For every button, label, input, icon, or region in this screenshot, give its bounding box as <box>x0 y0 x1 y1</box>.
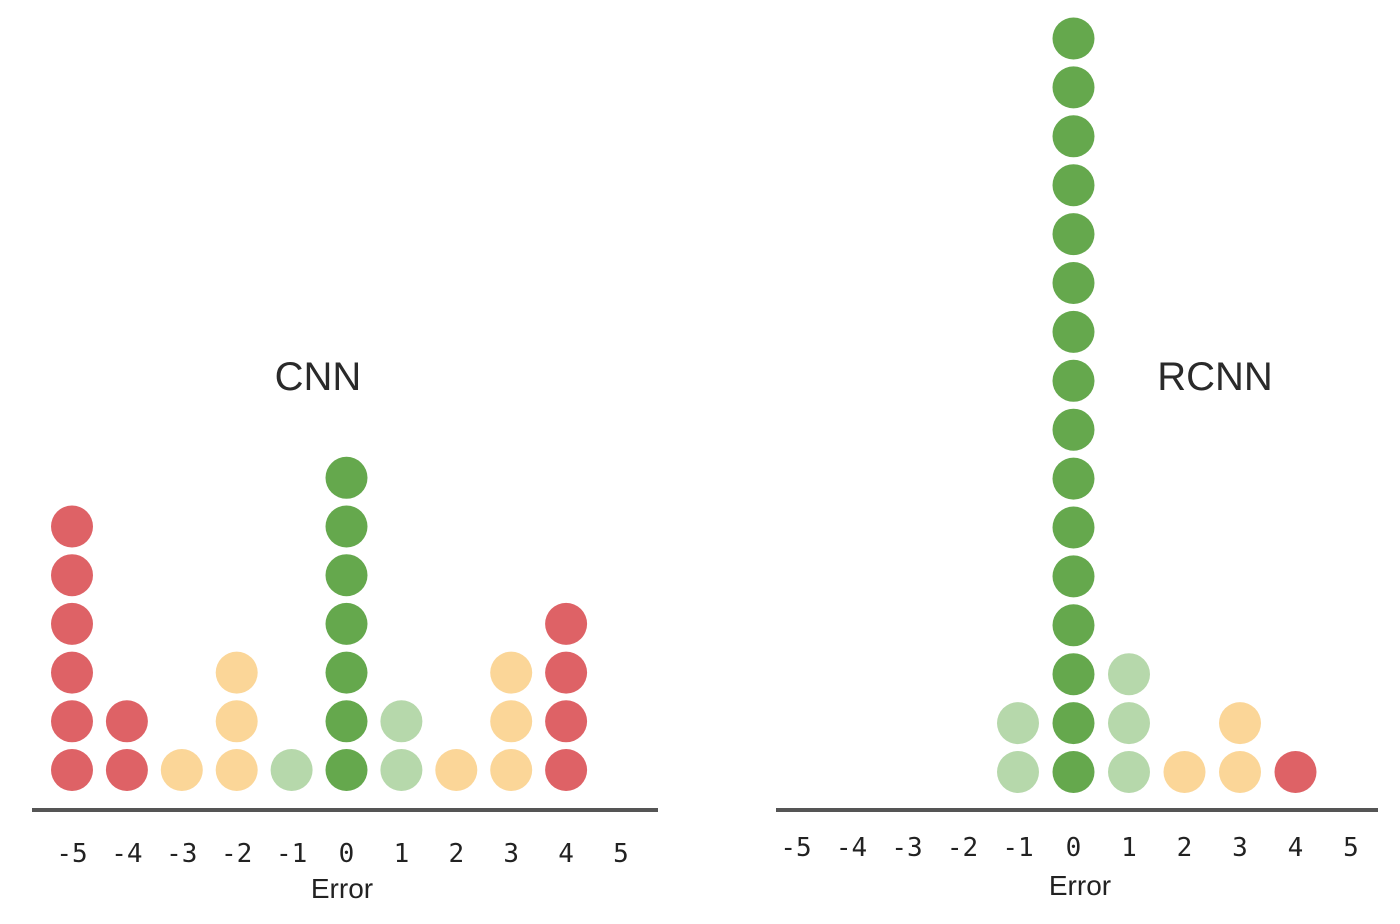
rcnn-dot-x3-1 <box>1219 751 1261 793</box>
rcnn-dot-x0-2 <box>1052 702 1095 745</box>
rcnn-title: RCNN <box>1157 355 1273 399</box>
cnn-title: CNN <box>275 355 362 399</box>
rcnn-x-tick-label: 1 <box>1121 833 1137 863</box>
cnn-x-tick-label: 0 <box>339 839 355 869</box>
cnn-dot-xm4-1 <box>105 749 148 791</box>
cnn-dot-x1-1 <box>380 749 423 791</box>
cnn-dot-xm5-6 <box>51 505 93 548</box>
rcnn-x-tick-label: 4 <box>1288 833 1304 863</box>
rcnn-x-tick-label: -4 <box>836 833 867 863</box>
rcnn-dots <box>997 17 1317 793</box>
cnn-dot-xm5-2 <box>51 700 93 743</box>
cnn-dot-x1-2 <box>380 700 423 743</box>
rcnn-dot-x2-1 <box>1163 751 1206 793</box>
rcnn-x-axis-label: Error <box>1049 870 1111 901</box>
cnn-dot-xm5-3 <box>51 651 93 694</box>
cnn-dot-x4-1 <box>545 749 588 791</box>
rcnn-dot-x0-16 <box>1052 17 1095 60</box>
cnn-dot-x3-2 <box>490 700 533 743</box>
rcnn-dot-x0-6 <box>1052 506 1095 549</box>
cnn-x-tick-label: -1 <box>276 839 307 869</box>
rcnn-dot-x1-1 <box>1108 751 1150 793</box>
rcnn-dot-x0-10 <box>1052 310 1095 353</box>
cnn-x-axis-label: Error <box>311 873 373 904</box>
rcnn-dot-x0-9 <box>1052 359 1095 402</box>
cnn-dot-xm2-2 <box>215 700 258 743</box>
rcnn-dot-x1-3 <box>1108 653 1150 696</box>
rcnn-dot-xm1-1 <box>997 751 1039 793</box>
rcnn-x-tick-labels: -5 -4 -3 -2 -1 0 1 2 3 4 5 <box>780 833 1358 863</box>
cnn-x-tick-label: -5 <box>56 839 87 869</box>
cnn-x-tick-label: -2 <box>221 839 252 869</box>
cnn-dot-x0-6 <box>325 505 368 548</box>
cnn-dot-x0-5 <box>325 554 368 597</box>
rcnn-dot-x0-12 <box>1052 213 1095 256</box>
cnn-dots <box>51 456 588 791</box>
rcnn-dot-x3-2 <box>1219 702 1261 745</box>
rcnn-dot-x0-7 <box>1052 457 1095 500</box>
rcnn-x-tick-label: -1 <box>1002 833 1033 863</box>
rcnn-dot-x0-13 <box>1052 164 1095 207</box>
rcnn-dot-x0-5 <box>1052 555 1095 598</box>
rcnn-x-tick-label: 3 <box>1232 833 1248 863</box>
rcnn-dot-x0-4 <box>1052 604 1095 647</box>
rcnn-dot-x0-3 <box>1052 653 1095 696</box>
rcnn-x-tick-label: -2 <box>947 833 978 863</box>
cnn-dot-x0-7 <box>325 456 368 499</box>
rcnn-panel: RCNN -5 -4 -3 -2 -1 0 1 2 3 4 5 Error <box>776 17 1378 901</box>
cnn-dot-xm5-5 <box>51 554 93 597</box>
rcnn-dot-x1-2 <box>1108 702 1150 745</box>
cnn-dot-x0-4 <box>325 602 368 645</box>
cnn-dot-xm2-3 <box>215 651 258 694</box>
cnn-dot-xm4-2 <box>105 700 148 743</box>
rcnn-dot-x0-14 <box>1052 115 1095 158</box>
cnn-dot-xm5-4 <box>51 602 93 645</box>
rcnn-dot-x0-11 <box>1052 262 1095 304</box>
cnn-x-tick-label: 4 <box>558 839 574 869</box>
rcnn-x-tick-label: 5 <box>1343 833 1359 863</box>
cnn-dot-x4-4 <box>545 602 588 645</box>
rcnn-dot-x0-15 <box>1052 66 1095 109</box>
cnn-x-tick-label: 2 <box>448 839 464 869</box>
cnn-dot-x2-1 <box>435 749 478 791</box>
rcnn-x-tick-label: -3 <box>891 833 922 863</box>
rcnn-dot-x4-1 <box>1274 751 1317 793</box>
cnn-dot-x3-1 <box>490 749 533 791</box>
cnn-panel: CNN -5 -4 -3 -2 -1 0 1 2 3 4 5 Error <box>32 355 658 904</box>
rcnn-x-tick-label: 2 <box>1177 833 1193 863</box>
cnn-dot-xm3-1 <box>160 749 203 791</box>
cnn-x-tick-label: -4 <box>111 839 142 869</box>
cnn-x-tick-label: -3 <box>166 839 197 869</box>
cnn-dot-x0-2 <box>325 700 368 743</box>
cnn-dot-xm1-1 <box>270 749 313 791</box>
cnn-x-tick-label: 3 <box>503 839 519 869</box>
cnn-x-tick-labels: -5 -4 -3 -2 -1 0 1 2 3 4 5 <box>56 839 628 869</box>
cnn-dot-x4-3 <box>545 651 588 694</box>
rcnn-x-tick-label: -5 <box>780 833 811 863</box>
cnn-dot-x0-1 <box>325 749 368 791</box>
rcnn-dot-xm1-2 <box>997 702 1039 745</box>
cnn-dot-x3-3 <box>490 651 533 694</box>
cnn-x-tick-label: 5 <box>613 839 629 869</box>
cnn-dot-x0-3 <box>325 651 368 694</box>
rcnn-dot-x0-1 <box>1052 751 1095 793</box>
cnn-x-tick-label: 1 <box>394 839 410 869</box>
cnn-dot-xm5-1 <box>51 749 93 791</box>
rcnn-x-tick-label: 0 <box>1066 833 1082 863</box>
rcnn-dot-x0-8 <box>1052 408 1095 451</box>
cnn-dot-x4-2 <box>545 700 588 743</box>
cnn-dot-xm2-1 <box>215 749 258 791</box>
